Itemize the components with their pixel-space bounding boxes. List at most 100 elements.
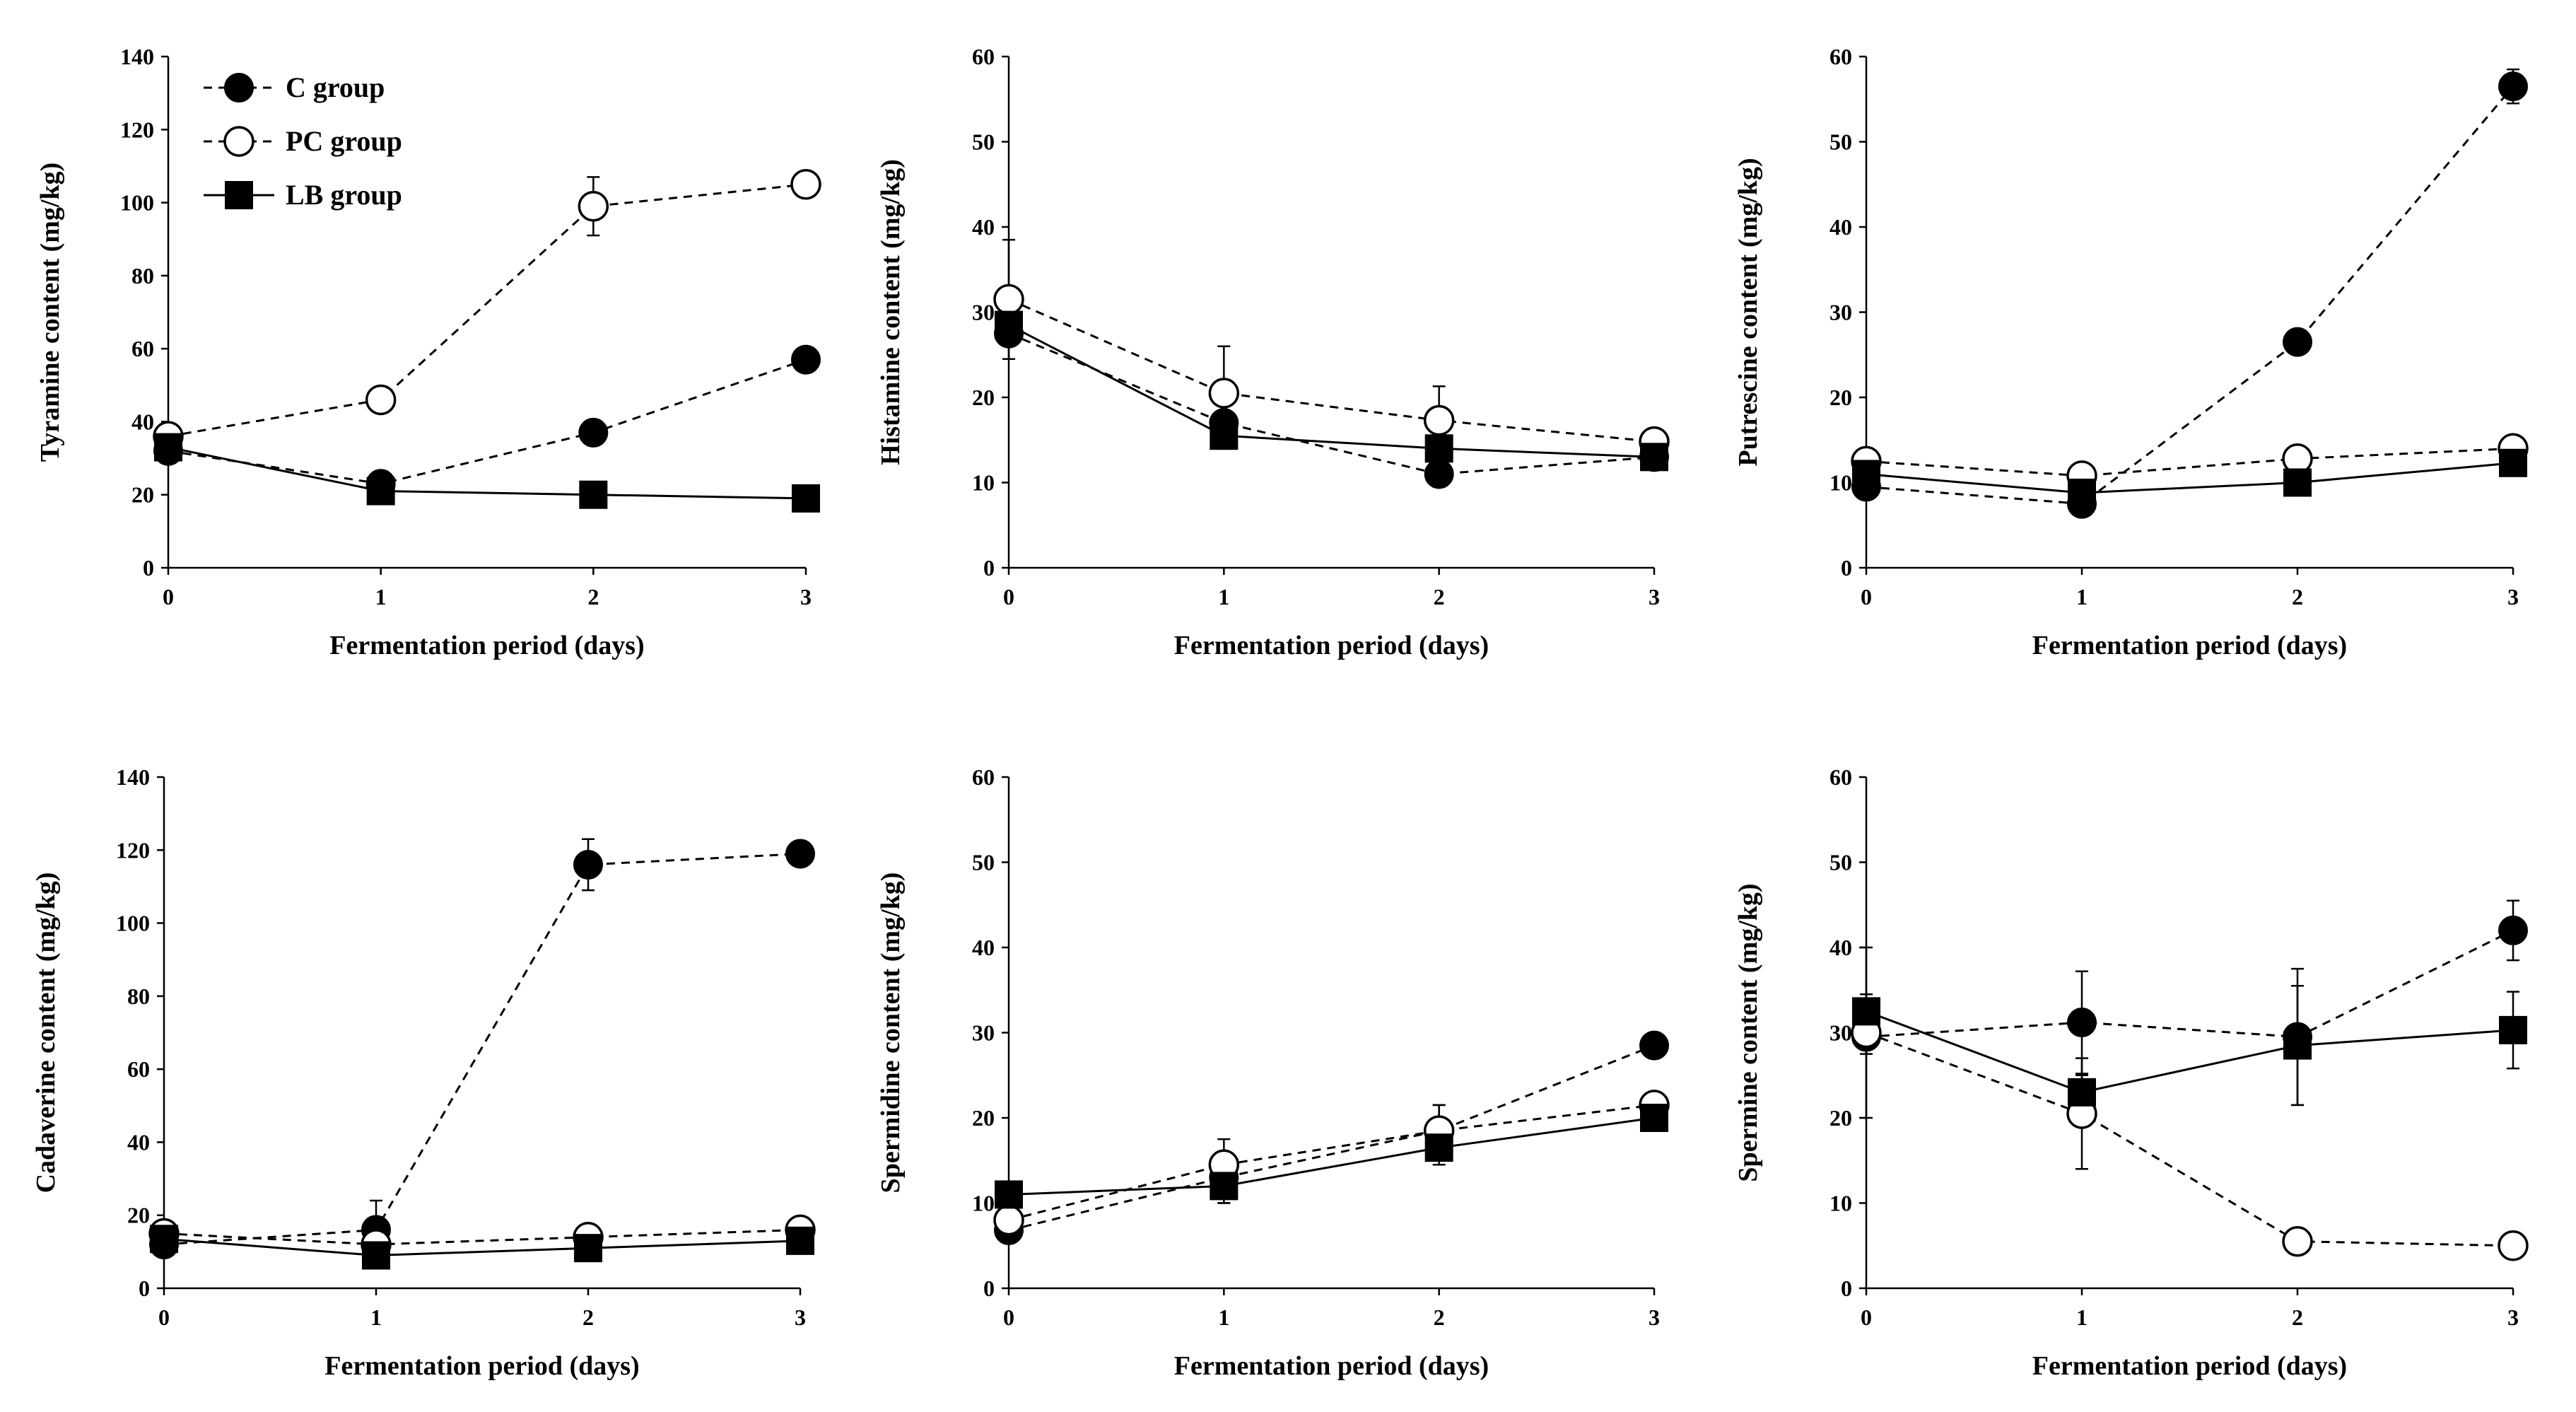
data-point-lb-group xyxy=(995,310,1023,339)
data-point-lb-group xyxy=(1210,421,1239,450)
y-tick-label: 80 xyxy=(127,984,150,1009)
y-tick-label: 10 xyxy=(1829,1191,1852,1216)
legend-marker-pc-group xyxy=(223,126,254,157)
x-axis-label: Fermentation period (days) xyxy=(1174,631,1489,660)
y-tick-label: 80 xyxy=(131,263,154,288)
x-tick-label: 0 xyxy=(158,1305,170,1330)
y-tick-label: 0 xyxy=(1841,1276,1852,1301)
data-point-lb-group xyxy=(579,480,608,509)
y-tick-label: 20 xyxy=(972,385,995,410)
data-point-lb-group xyxy=(2499,1015,2527,1044)
y-tick-label: 0 xyxy=(1841,555,1852,580)
x-tick-label: 3 xyxy=(795,1305,806,1330)
data-point-lb-group xyxy=(995,1180,1023,1209)
data-point-pc-group xyxy=(993,1204,1024,1236)
data-point-c-group xyxy=(578,417,609,448)
y-tick-label: 100 xyxy=(120,190,154,216)
y-tick-label: 10 xyxy=(972,470,995,496)
x-tick-label: 3 xyxy=(1649,584,1660,609)
x-tick-label: 1 xyxy=(2076,1305,2088,1330)
data-point-lb-group xyxy=(362,1241,390,1270)
x-axis-label: Fermentation period (days) xyxy=(324,1351,639,1381)
y-tick-label: 30 xyxy=(1829,300,1852,325)
data-point-c-group xyxy=(2283,327,2312,357)
x-axis-label: Fermentation period (days) xyxy=(329,631,644,660)
data-point-c-group xyxy=(1639,1030,1669,1061)
y-tick-label: 0 xyxy=(143,555,154,580)
series-line-c-group xyxy=(1866,929,2514,1039)
legend-marker-lb-group xyxy=(225,181,253,209)
y-tick-label: 10 xyxy=(1829,470,1852,496)
y-tick-label: 50 xyxy=(972,850,995,875)
x-tick-label: 2 xyxy=(2292,1305,2303,1330)
data-point-lb-group xyxy=(1852,997,1880,1026)
series-line-pc-group xyxy=(1008,298,1655,443)
x-tick-label: 3 xyxy=(800,584,812,609)
legend: C group PC group LB group xyxy=(204,71,402,211)
y-tick-label: 60 xyxy=(972,44,995,69)
y-tick-label: 20 xyxy=(972,1105,995,1131)
x-tick-label: 3 xyxy=(2507,1305,2519,1330)
legend-label-lb-group: LB group xyxy=(286,179,402,211)
data-point-lb-group xyxy=(792,484,820,513)
y-axis-label: Tyramine content (mg/kg) xyxy=(35,163,65,462)
y-tick-label: 60 xyxy=(131,336,154,361)
data-point-c-group xyxy=(2498,71,2528,102)
chart-panel-2: 0 10 20 30 40 50 60 0 1 2 3 Fermentation period (da… xyxy=(876,44,1670,660)
y-axis-label: Spermidine content (mg/kg) xyxy=(876,873,906,1194)
data-point-pc-group xyxy=(1423,404,1455,436)
data-point-lb-group xyxy=(154,433,182,462)
x-tick-label: 1 xyxy=(1218,1305,1229,1330)
data-point-c-group xyxy=(2067,1008,2097,1038)
series-line-c-group xyxy=(1008,332,1655,476)
y-tick-label: 40 xyxy=(972,214,995,240)
series-line-lb-group xyxy=(168,446,807,500)
data-point-lb-group xyxy=(1852,460,1880,489)
y-tick-label: 50 xyxy=(972,129,995,155)
data-point-pc-group xyxy=(993,284,1024,315)
data-point-pc-group xyxy=(2282,1225,2313,1257)
x-tick-label: 1 xyxy=(370,1305,382,1330)
y-tick-label: 10 xyxy=(972,1191,995,1216)
data-point-c-group xyxy=(785,839,815,869)
y-tick-label: 20 xyxy=(127,1203,150,1228)
x-tick-label: 2 xyxy=(587,584,599,609)
series-line-pc-group xyxy=(168,183,807,438)
series-line-lb-group xyxy=(163,1237,801,1257)
y-tick-label: 50 xyxy=(1829,850,1852,875)
y-axis-label: Cadaverine content (mg/kg) xyxy=(31,873,61,1194)
data-point-c-group xyxy=(2498,915,2528,945)
data-point-lb-group xyxy=(1210,1172,1239,1201)
y-axis-label: Putrescine content (mg/kg) xyxy=(1733,158,1763,466)
y-tick-label: 140 xyxy=(120,44,154,69)
y-tick-label: 120 xyxy=(116,837,150,863)
x-tick-label: 1 xyxy=(1218,584,1229,609)
data-point-lb-group xyxy=(2283,1031,2312,1060)
data-point-lb-group xyxy=(786,1226,814,1255)
y-tick-label: 60 xyxy=(127,1056,150,1082)
data-point-c-group xyxy=(573,849,603,880)
data-point-lb-group xyxy=(2283,468,2312,497)
series-line-pc-group xyxy=(1008,1104,1655,1222)
y-tick-label: 20 xyxy=(1829,385,1852,410)
data-point-pc-group xyxy=(1208,378,1240,409)
series-line-c-group xyxy=(1008,1044,1655,1232)
x-tick-label: 1 xyxy=(2076,584,2088,609)
series-line-pc-group xyxy=(1866,447,2514,477)
y-axis-label: Spermine content (mg/kg) xyxy=(1733,883,1763,1181)
x-tick-label: 0 xyxy=(1003,584,1014,609)
chart-panel-5: 0 10 20 30 40 50 60 0 1 2 3 Fermentation period (da… xyxy=(876,764,1670,1381)
y-tick-label: 50 xyxy=(1829,129,1852,155)
y-tick-label: 60 xyxy=(972,764,995,790)
data-point-lb-group xyxy=(2499,448,2527,477)
x-axis-label: Fermentation period (days) xyxy=(2032,1351,2347,1381)
y-tick-label: 0 xyxy=(139,1276,150,1301)
y-tick-label: 40 xyxy=(972,935,995,960)
x-axis-label: Fermentation period (days) xyxy=(2032,631,2347,660)
data-point-pc-group xyxy=(365,384,397,416)
series-line-lb-group xyxy=(1008,1116,1655,1196)
data-point-lb-group xyxy=(1424,434,1453,463)
y-tick-label: 0 xyxy=(983,555,995,580)
x-tick-label: 0 xyxy=(1861,584,1872,609)
